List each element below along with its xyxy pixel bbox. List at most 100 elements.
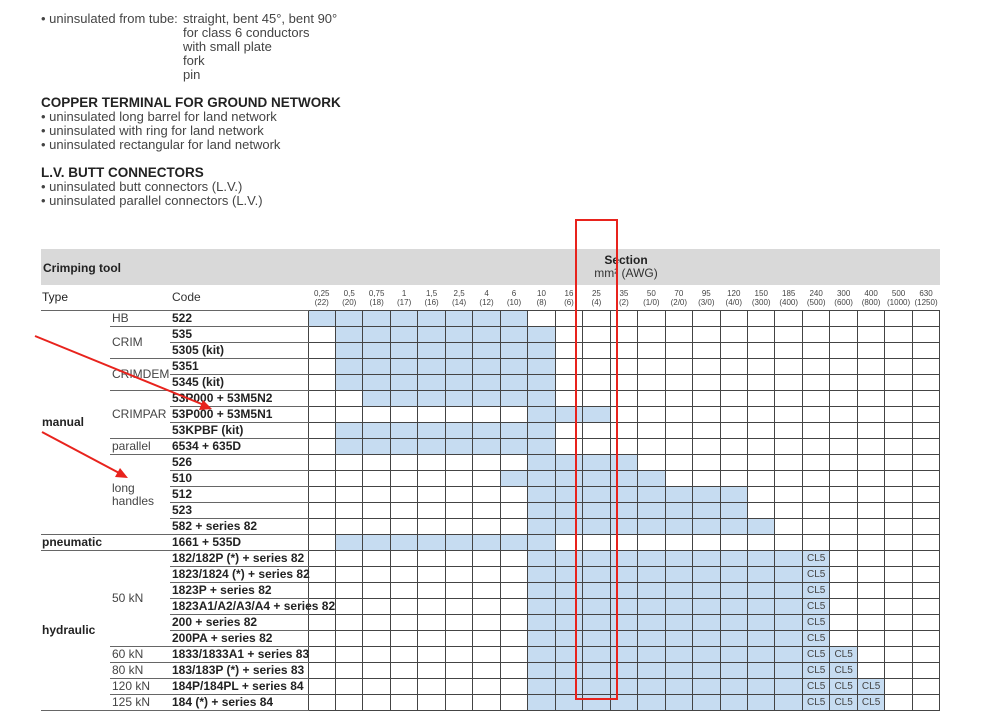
section-cell-filled xyxy=(582,678,611,695)
section-cell-filled xyxy=(582,662,611,679)
section-mm2: 1 xyxy=(401,288,407,298)
code-cell: 5305 (kit) xyxy=(170,342,308,359)
section-cell-filled xyxy=(637,470,666,487)
section-cell-filled xyxy=(637,502,666,519)
section-cell-filled xyxy=(444,422,474,439)
section-cell-filled xyxy=(472,310,501,327)
section-item: • uninsulated butt connectors (L.V.) xyxy=(41,179,243,194)
section-column-header: 1,5 (16) xyxy=(418,285,445,311)
section-cell-filled xyxy=(527,566,556,583)
section-cell-filled xyxy=(362,422,391,439)
section-cell-filled xyxy=(472,534,501,551)
section-cell-filled xyxy=(582,646,611,663)
section-cell-filled xyxy=(362,438,391,455)
section-column-header: 70 (2/0) xyxy=(665,285,692,311)
section-column-header: 6 (10) xyxy=(500,285,527,311)
section-cell-filled xyxy=(719,550,749,567)
section-cell-filled xyxy=(692,598,721,615)
table-row: 523 xyxy=(41,502,941,519)
section-cell-filled xyxy=(664,662,694,679)
table-row: 125 kN 184 (*) + series 84 CL5 CL5 CL5 xyxy=(41,694,941,711)
table-row: 60 kN 1833/1833A1 + series 83 CL5 CL5 xyxy=(41,646,941,663)
table-row: 5345 (kit) xyxy=(41,374,941,391)
subtype-cell: 50 kN xyxy=(110,550,170,647)
section-column-header: 50 (1/0) xyxy=(638,285,665,311)
code-cell: 184P/184PL + series 84 xyxy=(170,678,308,695)
section-cell-filled xyxy=(527,550,556,567)
type-cell: pneumatic xyxy=(41,534,170,551)
section-cell-filled xyxy=(444,374,474,391)
section-mm2: 240 xyxy=(809,288,823,298)
table-row: long handles 526 xyxy=(41,454,941,535)
section-cell-filled xyxy=(774,550,803,567)
section-mm2: 120 xyxy=(727,288,741,298)
section-column-header: 95 (3/0) xyxy=(693,285,720,311)
section-cell-filled xyxy=(417,326,446,343)
section-column-header: 240 (500) xyxy=(802,285,829,311)
section-awg: (1250) xyxy=(914,297,938,307)
intro-item: for class 6 conductors xyxy=(183,25,310,40)
section-awg: (22) xyxy=(314,297,329,307)
section-item: • uninsulated long barrel for land netwo… xyxy=(41,109,277,124)
section-column-header: 630 (1250) xyxy=(912,285,939,311)
section-awg: (2/0) xyxy=(670,297,688,307)
section-column-header: 185 (400) xyxy=(775,285,802,311)
code-cell: 1661 + 535D xyxy=(170,534,308,551)
table-row: parallel 6534 + 635D xyxy=(41,438,941,455)
subtype-cell: CRIMPAR xyxy=(110,390,170,439)
code-cell: 512 xyxy=(170,486,308,503)
section-cell-filled xyxy=(692,646,721,663)
code-cell: 53KPBF (kit) xyxy=(170,422,308,439)
subtype-cell: 80 kN xyxy=(110,662,170,679)
table-title-bar: Crimping tool Section mm² (AWG) xyxy=(41,249,940,285)
section-awg: (500) xyxy=(806,297,826,307)
section-cell-filled xyxy=(444,438,474,455)
section-cell-filled xyxy=(499,358,529,375)
section-column-header: 16 (6) xyxy=(555,285,582,311)
code-cell: 535 xyxy=(170,326,308,343)
section-cell-filled xyxy=(719,678,749,695)
section-cell-filled xyxy=(417,358,446,375)
section-mm2: 400 xyxy=(864,288,878,298)
code-cell: 522 xyxy=(170,310,308,327)
crimping-tool-table: Crimping tool Section mm² (AWG) Type Code… xyxy=(41,249,941,711)
section-mm2: 6 xyxy=(511,288,517,298)
table-row: 1823A1/A2/A3/A4 + series 82 CL5 xyxy=(41,598,941,615)
code-cell: 1823P + series 82 xyxy=(170,582,308,599)
section-awg: (16) xyxy=(424,297,439,307)
section-heading: L.V. BUTT CONNECTORS xyxy=(41,165,204,180)
section-cell-filled xyxy=(719,630,749,647)
section-mm2: 2,5 xyxy=(453,288,465,298)
section-cell-filled xyxy=(692,662,721,679)
section-cell-filled xyxy=(362,374,391,391)
section-cell-filled xyxy=(334,358,364,375)
section-mm2: 50 xyxy=(646,288,656,298)
subtype-cell: HB xyxy=(110,310,170,327)
section-awg: (1/0) xyxy=(643,297,660,307)
subtype-cell: long handles xyxy=(110,454,170,535)
section-cell-filled xyxy=(499,310,529,327)
section-cell-filled xyxy=(746,694,776,711)
code-cell: 1823/1824 (*) + series 82 xyxy=(170,566,310,583)
section-mm2: 0,5 xyxy=(343,288,355,298)
section-mm2: 4 xyxy=(484,288,489,298)
section-item: • uninsulated rectangular for land netwo… xyxy=(41,137,281,152)
section-column-header: 400 (800) xyxy=(857,285,884,311)
section-cell-filled xyxy=(472,358,501,375)
section-cell-filled xyxy=(664,502,694,519)
cl5-cell: CL5 xyxy=(801,614,831,631)
cl5-cell: CL5 xyxy=(829,662,858,679)
section-column-header: 120 (4/0) xyxy=(720,285,747,311)
section-cell-filled xyxy=(334,438,364,455)
section-column-header: 300 (600) xyxy=(830,285,857,311)
section-cell-filled xyxy=(362,326,391,343)
section-awg: (3/0) xyxy=(698,297,715,307)
code-cell: 5345 (kit) xyxy=(170,374,308,391)
section-column-header: 1 (17) xyxy=(390,285,417,311)
section-mm2: 150 xyxy=(754,288,768,298)
cl5-cell: CL5 xyxy=(801,566,831,583)
section-mm2: 95 xyxy=(701,288,711,298)
intro-item: straight, bent 45°, bent 90° xyxy=(183,11,338,26)
section-cell-filled xyxy=(389,342,419,359)
table-row: 80 kN 183/183P (*) + series 83 CL5 CL5 xyxy=(41,662,941,679)
